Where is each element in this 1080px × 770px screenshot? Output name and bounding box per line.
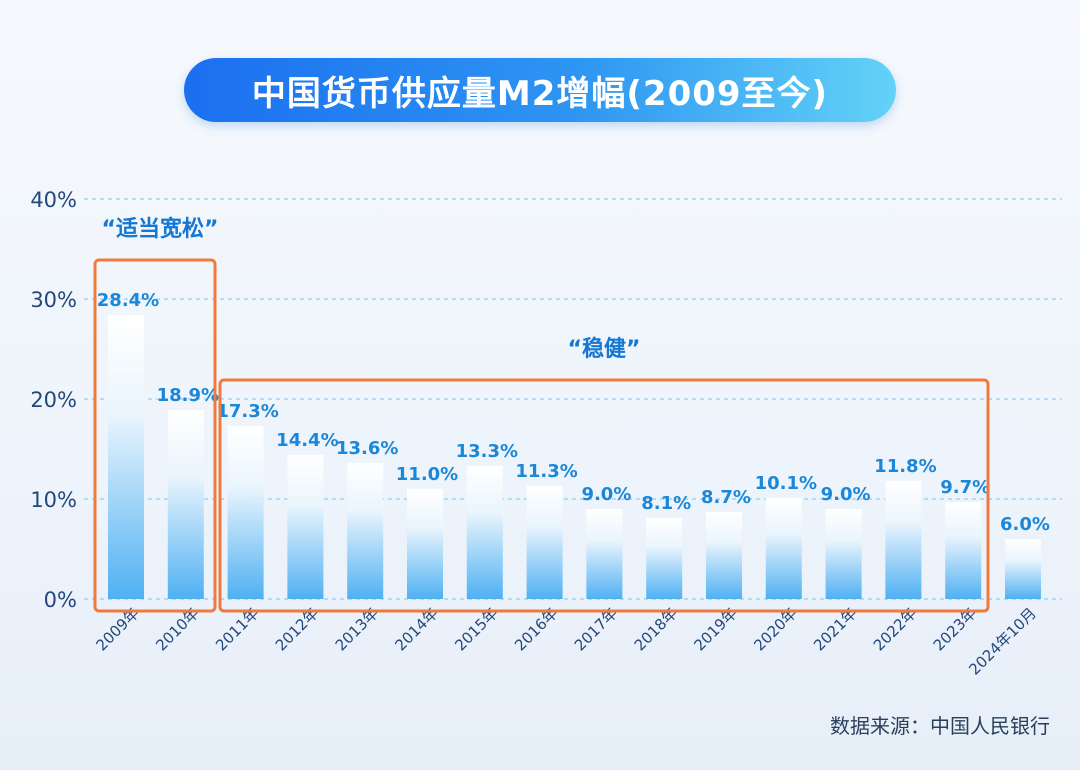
value-label: 14.4% (276, 430, 338, 451)
y-axis: 0% 10% 20% 30% 40% (30, 188, 77, 612)
title-banner: 中国货币供应量M2增幅(2009至今) (184, 58, 896, 122)
bar (1005, 539, 1041, 599)
value-label: 11.3% (515, 461, 577, 482)
value-label: 13.6% (336, 438, 398, 459)
bar (586, 509, 623, 599)
value-label: 8.7% (701, 487, 751, 508)
annotation-label-easing: “适当宽松” (102, 216, 219, 242)
bar (407, 489, 443, 599)
source-note: 数据来源：中国人民银行 (830, 714, 1050, 738)
bar (765, 498, 802, 599)
bar (945, 502, 982, 599)
annotation-box-easing (93, 258, 217, 613)
value-label: 11.0% (396, 464, 458, 485)
value-label: 9.0% (821, 484, 871, 505)
value-labels: 28.4% 18.9%17.3% 14.4%13.6% 11.0%13.3%11.3%… (97, 290, 1050, 535)
value-label: 6.0% (1000, 514, 1050, 535)
value-label: 18.9% (157, 385, 219, 406)
chart-title: 中国货币供应量M2增幅(2009至今) (251, 73, 829, 114)
bar (885, 481, 922, 599)
x-axis: 2009年 2010年 2011年 2012年 2013年 2014年 2015年 2016年… (92, 604, 1039, 678)
y-tick-label: 10% (30, 488, 77, 512)
bar (646, 518, 683, 599)
bar (347, 463, 384, 599)
y-tick-label: 40% (30, 188, 77, 212)
value-label: 9.7% (940, 477, 990, 498)
bar (108, 315, 144, 599)
y-tick-label: 0% (44, 588, 77, 612)
value-label: 10.1% (755, 473, 817, 494)
value-label: 9.0% (581, 484, 631, 505)
value-label: 11.8% (874, 456, 936, 477)
bar (825, 509, 862, 599)
value-label: 17.3% (216, 401, 278, 422)
y-tick-label: 30% (30, 288, 77, 312)
bar (526, 486, 563, 599)
annotation-box-prudent (218, 378, 990, 613)
bar (167, 410, 204, 599)
bar (227, 426, 264, 599)
bars (108, 315, 1041, 599)
y-tick-label: 20% (30, 388, 77, 412)
bar (287, 455, 324, 599)
annotations: “适当宽松” “稳健” (93, 216, 990, 613)
bar (466, 466, 503, 599)
value-label: 8.1% (641, 493, 691, 514)
bar (706, 512, 742, 599)
value-label: 28.4% (97, 290, 159, 311)
value-label: 13.3% (456, 441, 518, 462)
annotation-label-prudent: “稳健” (568, 336, 641, 362)
